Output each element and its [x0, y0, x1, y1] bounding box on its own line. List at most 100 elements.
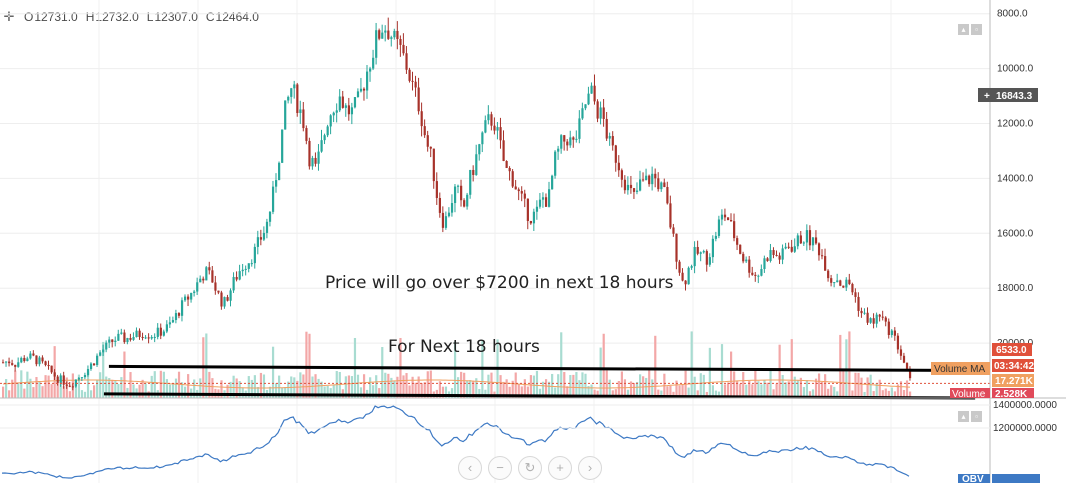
zoom-in-icon[interactable]: + — [548, 456, 572, 480]
candle-body — [444, 216, 448, 228]
candle-body — [808, 230, 812, 246]
candle-body — [520, 191, 523, 194]
volume-bar — [733, 371, 736, 398]
volume-bar — [899, 381, 903, 398]
candle-body — [726, 217, 730, 221]
volume-bar — [429, 370, 432, 398]
volume-bar — [26, 371, 29, 398]
volume-bar — [569, 374, 572, 398]
volume-bar — [475, 378, 478, 398]
reset-icon[interactable]: ↻ — [518, 456, 542, 480]
volume-bar — [478, 388, 481, 398]
candle-body — [908, 368, 912, 379]
volume-bar — [796, 380, 799, 398]
candle-body — [132, 337, 135, 340]
candle-body — [557, 148, 560, 152]
collapse-pane-icon[interactable]: ▴ — [958, 24, 969, 35]
volume-bar — [435, 389, 438, 398]
volume-bar — [417, 376, 420, 398]
candle-body — [356, 91, 360, 98]
volume-bar — [817, 373, 821, 398]
candle-body — [617, 162, 620, 171]
volume-bar — [469, 380, 472, 398]
volume-bar — [863, 391, 866, 398]
candle-body — [47, 365, 50, 367]
volume-bar — [11, 379, 14, 398]
obv-axis[interactable]: 1400000.0000 1200000.0000 — [0, 400, 1057, 434]
obv-tick-label: 1400000.0000 — [993, 400, 1057, 411]
collapse-pane-icon[interactable]: ▴ — [958, 411, 969, 422]
candle-body — [211, 270, 214, 283]
candle-body — [290, 88, 293, 97]
volume-bar — [114, 380, 117, 398]
volume-bar — [499, 375, 502, 398]
candle-body — [905, 362, 909, 369]
volume-bar — [317, 378, 320, 398]
price-pane-controls[interactable]: ▴ ▫ — [958, 24, 982, 35]
maximize-pane-icon[interactable]: ▫ — [971, 411, 982, 422]
chevron-right-icon[interactable]: › — [578, 456, 602, 480]
candle-body — [399, 39, 402, 45]
volume-bar — [89, 390, 93, 398]
zoom-out-icon[interactable]: − — [488, 456, 512, 480]
volume-bar — [332, 384, 335, 398]
candle-body — [281, 129, 284, 163]
volume-bar — [329, 388, 332, 398]
candle-body — [23, 357, 26, 362]
annotation-lines — [103, 364, 976, 400]
volume-bar — [781, 375, 784, 398]
candle-body — [250, 263, 253, 265]
volume-bar — [226, 384, 229, 398]
candle-body — [41, 357, 44, 362]
maximize-pane-icon[interactable]: ▫ — [971, 24, 982, 35]
volume-bar — [229, 381, 232, 398]
candle-body — [414, 81, 417, 88]
volume-bar — [487, 374, 490, 398]
candle-body — [733, 221, 736, 239]
volume-bar — [268, 386, 272, 398]
candle-body — [369, 68, 372, 72]
candle-body — [566, 141, 569, 146]
volume-bar — [535, 370, 539, 398]
volume-bar — [271, 346, 275, 398]
candle-body — [666, 186, 669, 204]
crosshair-icon[interactable]: ✛ — [3, 9, 15, 24]
candle-body — [5, 361, 8, 363]
candle-body — [775, 254, 778, 256]
volume-bar — [17, 382, 20, 398]
candle-body — [784, 246, 787, 249]
candle-body — [375, 30, 378, 58]
candle-body — [702, 251, 705, 253]
candle-body — [408, 69, 411, 81]
candle-body — [717, 219, 721, 236]
candle-body — [472, 169, 475, 175]
volume-bar — [635, 381, 639, 398]
chevron-left-icon[interactable]: ‹ — [458, 456, 482, 480]
candle-body — [760, 269, 763, 276]
candle-body — [317, 151, 320, 164]
candle-body — [711, 238, 714, 258]
candle-body — [748, 259, 751, 273]
candle-body — [593, 85, 596, 102]
svg-text:6533.0: 6533.0 — [996, 345, 1027, 356]
obv-pane-controls[interactable]: ▴ ▫ — [958, 411, 982, 422]
candle-body — [14, 364, 17, 367]
volume-bar — [739, 383, 742, 398]
volume-bar — [326, 385, 329, 398]
volume-bar — [68, 391, 71, 398]
candle-body — [799, 235, 802, 244]
volume-bar — [617, 381, 620, 398]
candle-body — [460, 185, 463, 201]
volume-bar — [378, 388, 381, 398]
candle-body — [493, 125, 496, 131]
candle-body — [866, 312, 869, 323]
price-axis[interactable]: 20000.018000.016000.014000.012000.010000… — [997, 9, 1034, 349]
candle-body — [526, 198, 529, 222]
candle-body — [544, 197, 548, 207]
svg-text:16843.3: 16843.3 — [996, 91, 1033, 102]
candle-body — [836, 280, 839, 283]
candle-body — [839, 280, 842, 286]
candle-body — [17, 362, 20, 367]
candle-body — [696, 246, 699, 254]
